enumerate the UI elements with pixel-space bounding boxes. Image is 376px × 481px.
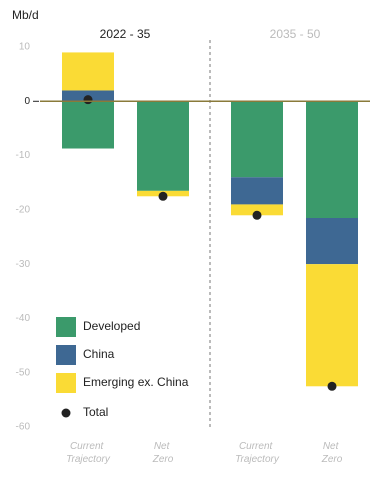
x-tick-label: Net Zero <box>152 441 174 465</box>
legend-label: Developed <box>83 319 140 333</box>
legend-label: China <box>83 347 115 361</box>
group-label: 2035 - 50 <box>270 27 321 41</box>
total-dot <box>158 191 168 201</box>
bar-segment <box>62 101 114 149</box>
bar-segment <box>137 101 189 191</box>
legend-swatch <box>56 317 76 337</box>
x-tick-label: Current Trajectory <box>66 441 111 465</box>
y-tick-label: 10 <box>19 42 31 53</box>
bar-segment <box>231 101 283 178</box>
total-dot <box>327 381 337 391</box>
total-dot <box>83 95 93 105</box>
y-tick-label: -50 <box>16 367 31 378</box>
y-tick-label: -30 <box>16 259 31 270</box>
legend-dot <box>61 408 71 418</box>
group-label: 2022 - 35 <box>100 27 151 41</box>
bar-segment <box>231 204 283 216</box>
bar-segment <box>306 101 358 218</box>
y-tick-label: -60 <box>16 422 31 433</box>
bar-segment <box>306 264 358 387</box>
total-dot <box>252 210 262 220</box>
y-tick-label: 0 <box>24 96 30 107</box>
legend-label: Total <box>83 405 108 419</box>
y-tick-label: -10 <box>16 150 31 161</box>
bar-segment <box>231 177 283 205</box>
x-tick-label: Current Trajectory <box>235 441 280 465</box>
legend-swatch <box>56 373 76 393</box>
y-tick-label: -20 <box>16 204 31 215</box>
legend-swatch <box>56 345 76 365</box>
bar-segment <box>62 52 114 91</box>
y-tick-label: -40 <box>16 313 31 324</box>
x-tick-label: Net Zero <box>321 441 343 465</box>
bar-segment <box>306 218 358 265</box>
y-axis-label: Mb/d <box>12 8 39 22</box>
legend-label: Emerging ex. China <box>83 375 189 389</box>
